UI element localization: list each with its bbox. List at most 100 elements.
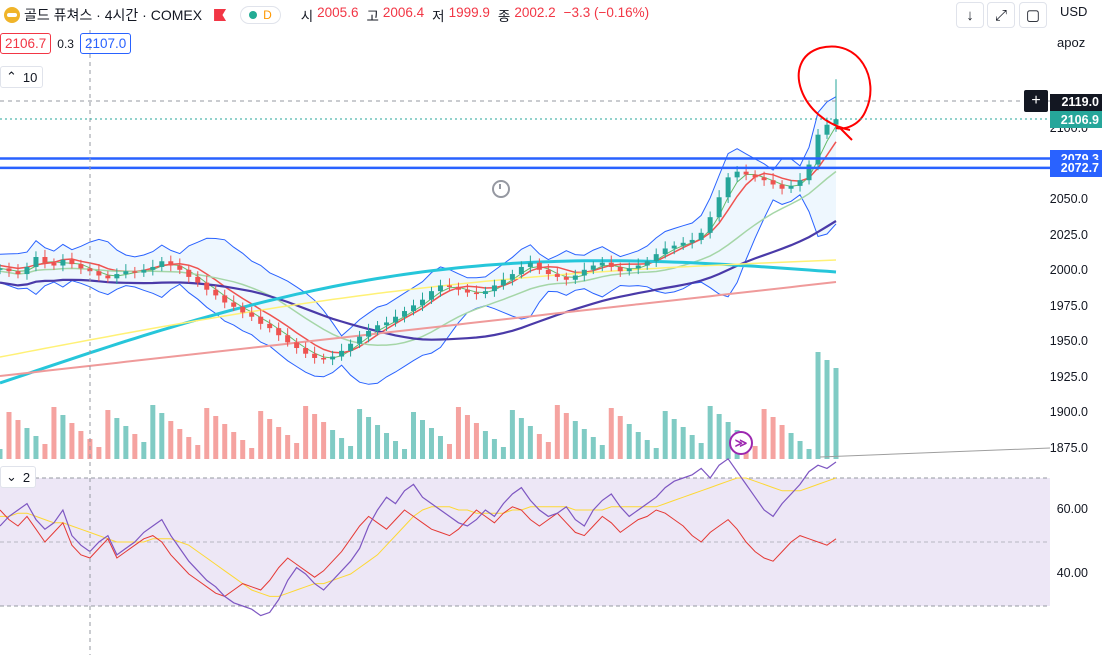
volume-bar xyxy=(563,413,569,459)
trend-line xyxy=(819,447,1051,458)
volume-bar xyxy=(509,410,515,459)
close-key: 종 xyxy=(497,9,511,24)
candle-body xyxy=(132,271,138,273)
volume-bar xyxy=(770,417,776,459)
scale-mode-label[interactable]: apoz xyxy=(1057,35,1086,50)
volume-bar xyxy=(240,440,246,459)
add-alert-icon[interactable]: + xyxy=(1024,90,1048,112)
candle-body xyxy=(572,275,578,280)
gold-logo-icon xyxy=(4,7,20,23)
volume-bar xyxy=(716,414,722,459)
volume-bar xyxy=(833,368,839,459)
candle-body xyxy=(509,274,515,280)
quote-row: 2106.7 0.3 2107.0 xyxy=(0,33,132,54)
alarm-clock-icon[interactable] xyxy=(492,180,510,198)
candle-body xyxy=(168,261,174,266)
candle-body xyxy=(105,275,111,279)
candle-body xyxy=(707,217,713,233)
fullscreen-icon[interactable]: ⤢ xyxy=(987,2,1015,28)
candle-body xyxy=(195,276,201,283)
volume-bar xyxy=(186,437,192,459)
candle-body xyxy=(662,248,668,255)
volume-bar xyxy=(572,421,578,459)
volume-bar xyxy=(680,427,686,459)
flag-icon[interactable] xyxy=(214,9,227,21)
candle-body xyxy=(455,286,461,290)
volume-bar xyxy=(824,360,830,459)
volume-bar xyxy=(285,435,291,459)
ohlc-legend: 시 2005.6 고 2006.4 저 1999.9 종 2002.2 −3.3 (−0… xyxy=(301,5,653,25)
candle-body xyxy=(635,265,641,269)
currency-selector[interactable]: USD xyxy=(1060,4,1088,19)
volume-bar xyxy=(554,405,560,459)
candle-body xyxy=(213,289,219,296)
candle-body xyxy=(321,357,327,360)
open-value: 2005.6 xyxy=(317,5,359,20)
volume-bar xyxy=(60,415,66,459)
volume-bar xyxy=(267,419,273,459)
volume-bar xyxy=(177,429,183,459)
candle-body xyxy=(141,269,147,273)
bid-button[interactable]: 2106.7 xyxy=(0,33,52,54)
market-status-pill[interactable]: D xyxy=(240,6,281,24)
bollinger-upper xyxy=(0,96,837,337)
low-key: 저 xyxy=(432,9,445,24)
candle-body xyxy=(527,262,533,267)
candle-body xyxy=(69,259,75,265)
volume-bar xyxy=(464,415,470,459)
screenshot-icon[interactable]: ▢ xyxy=(1019,2,1047,28)
candle-body xyxy=(78,264,84,269)
volume-bar xyxy=(653,448,659,459)
candle-body xyxy=(366,330,372,337)
event-marker-icon[interactable]: ≫ xyxy=(729,431,753,455)
candle-body xyxy=(536,262,542,270)
volume-bar xyxy=(797,441,803,459)
indicators-toggle[interactable]: ⌃ 10 xyxy=(0,66,44,88)
candle-body xyxy=(608,262,614,267)
price-label-crosshair: 2119.0 xyxy=(1050,93,1102,111)
price-tick: 1900.0 xyxy=(1049,405,1088,420)
volume-bar xyxy=(276,427,282,459)
price-tick: 2000.0 xyxy=(1049,263,1088,278)
candle-body xyxy=(375,325,381,331)
rsi2-line xyxy=(0,506,837,597)
indicator-count: 10 xyxy=(22,69,38,85)
ma-cyan xyxy=(0,259,837,385)
candle-body xyxy=(285,335,291,343)
volume-bar xyxy=(635,432,641,459)
candle-body xyxy=(770,180,776,185)
price-label-hline: 2072.7 xyxy=(1050,159,1102,177)
candle-body xyxy=(752,174,758,178)
volume-bar xyxy=(536,434,542,459)
spread-value: 0.3 xyxy=(57,36,74,51)
price-label-last: 2106.9 xyxy=(1050,111,1102,129)
symbol-title[interactable]: 골드 퓨쳐스 · 4시간 · COMEX xyxy=(24,7,203,23)
oscillator-toggle[interactable]: ⌄ 2 xyxy=(0,466,37,488)
volume-bar xyxy=(168,421,174,459)
candle-body xyxy=(60,259,66,266)
volume-bar xyxy=(15,420,21,459)
candle-body xyxy=(0,268,3,270)
volume-bar xyxy=(473,423,479,459)
candle-body xyxy=(734,171,740,178)
volume-bar xyxy=(491,439,497,459)
volume-bar xyxy=(24,428,30,459)
candle-body xyxy=(222,295,228,303)
volume-bar xyxy=(150,405,156,459)
volume-bar xyxy=(644,440,650,459)
volume-bar xyxy=(213,416,219,459)
volume-bar xyxy=(527,426,533,459)
scroll-down-icon[interactable]: ↓ xyxy=(956,2,984,28)
candle-body xyxy=(761,177,767,181)
candle-body xyxy=(446,285,452,287)
candle-body xyxy=(491,285,497,292)
volume-bar xyxy=(132,434,138,459)
volume-bar xyxy=(231,432,237,459)
volume-bar xyxy=(96,447,102,459)
candle-body xyxy=(411,305,417,312)
candle-body xyxy=(797,180,803,186)
candle-body xyxy=(680,242,686,246)
volume-bar xyxy=(779,425,785,459)
ask-button[interactable]: 2107.0 xyxy=(79,33,132,54)
